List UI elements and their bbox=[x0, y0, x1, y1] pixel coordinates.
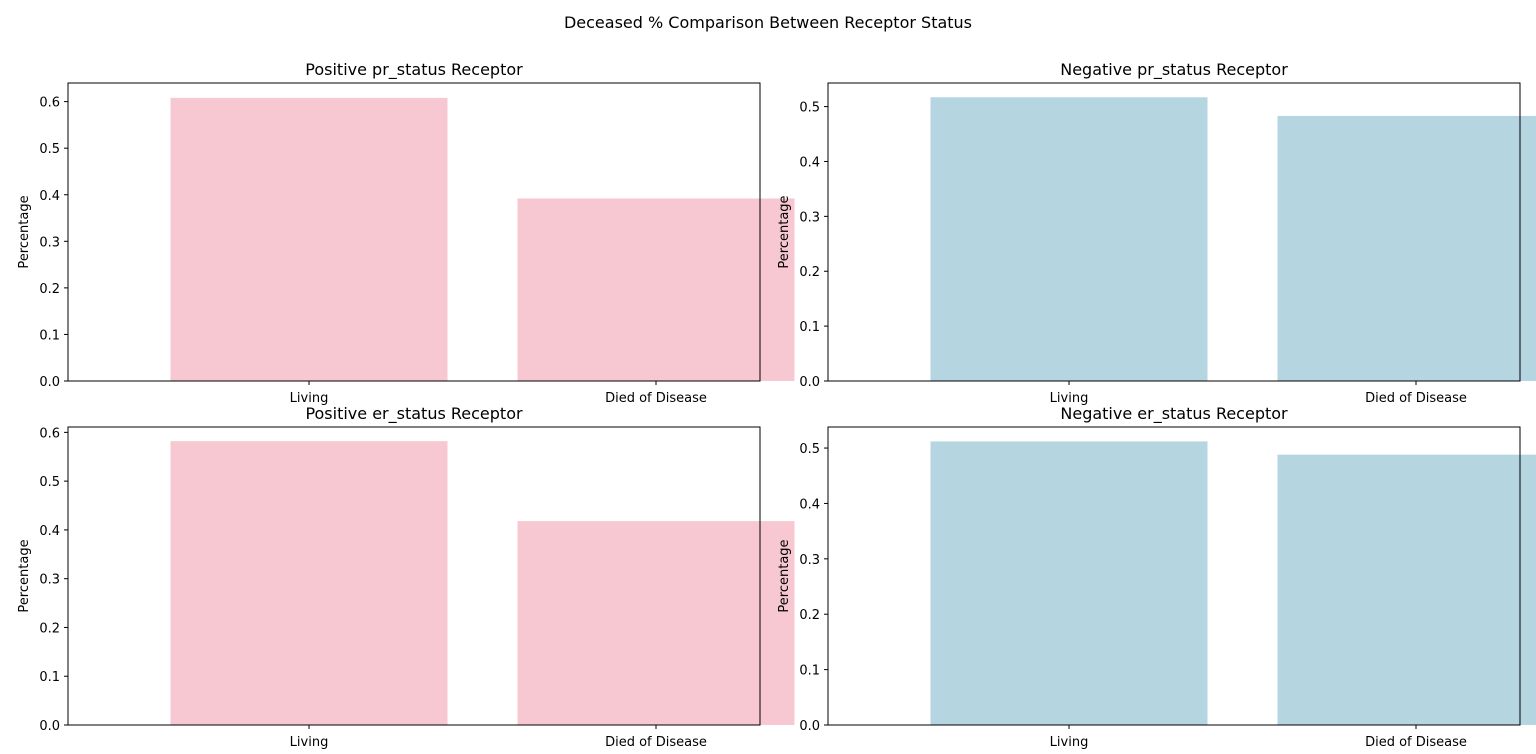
subplot-title: Positive er_status Receptor bbox=[305, 404, 523, 424]
y-tick-label: 0.4 bbox=[799, 497, 820, 512]
subplot-2: 0.0 0.1 0.2 0.3 0.4 0.5 Living Died of Disease N… bbox=[777, 60, 1536, 406]
subplot-3: 0.0 0.1 0.2 0.3 0.4 0.5 0.6 Living Died of Disea… bbox=[17, 404, 795, 750]
y-axis-label: Percentage bbox=[17, 195, 32, 268]
x-tick-label: Living bbox=[290, 735, 329, 750]
subplot-grid: 0.0 0.1 0.2 0.3 0.4 0.5 0.6 Living Died of Disea… bbox=[17, 60, 1536, 750]
bar-living bbox=[170, 97, 448, 382]
y-tick-label: 0.4 bbox=[799, 155, 820, 170]
x-tick-label: Died of Disease bbox=[1365, 391, 1467, 406]
y-tick-label: 0.4 bbox=[39, 524, 60, 539]
y-axis-label: Percentage bbox=[777, 539, 792, 612]
subplot-4: 0.0 0.1 0.2 0.3 0.4 0.5 Living Died of Disease N… bbox=[777, 404, 1536, 750]
bar-died-of-disease bbox=[517, 198, 795, 381]
x-tick-label: Died of Disease bbox=[1365, 735, 1467, 750]
bar-living bbox=[930, 441, 1208, 725]
bar-died-of-disease bbox=[517, 521, 795, 725]
y-axis-label: Percentage bbox=[777, 195, 792, 268]
y-tick-label: 0.2 bbox=[799, 608, 820, 623]
y-tick-label: 0.3 bbox=[799, 210, 820, 225]
y-tick-label: 0.4 bbox=[39, 189, 60, 204]
subplot-title: Negative er_status Receptor bbox=[1060, 404, 1288, 424]
y-tick-label: 0.1 bbox=[39, 670, 60, 685]
x-tick-label: Living bbox=[1050, 735, 1089, 750]
axes-frame bbox=[827, 426, 1521, 726]
y-tick-label: 0.2 bbox=[39, 621, 60, 636]
x-tick-label: Living bbox=[1050, 391, 1089, 406]
y-tick-label: 0.0 bbox=[799, 719, 820, 734]
y-tick-label: 0.5 bbox=[39, 142, 60, 157]
axes-frame bbox=[67, 82, 761, 382]
y-tick-label: 0.0 bbox=[799, 375, 820, 390]
subplot-title: Positive pr_status Receptor bbox=[305, 60, 523, 80]
bar-died-of-disease bbox=[1277, 115, 1536, 382]
y-tick-label: 0.3 bbox=[39, 573, 60, 588]
y-tick-label: 0.3 bbox=[39, 235, 60, 250]
x-tick-label: Living bbox=[290, 391, 329, 406]
y-tick-label: 0.2 bbox=[39, 282, 60, 297]
bar-died-of-disease bbox=[1277, 454, 1536, 725]
y-tick-label: 0.5 bbox=[799, 442, 820, 457]
y-tick-label: 0.3 bbox=[799, 553, 820, 568]
y-tick-label: 0.5 bbox=[799, 101, 820, 116]
axes-frame bbox=[67, 426, 761, 726]
x-tick-label: Died of Disease bbox=[605, 391, 707, 406]
y-tick-label: 0.2 bbox=[799, 265, 820, 280]
subplot-1: 0.0 0.1 0.2 0.3 0.4 0.5 0.6 Living Died of Disea… bbox=[17, 60, 795, 406]
y-tick-label: 0.6 bbox=[39, 96, 60, 111]
y-tick-label: 0.5 bbox=[39, 475, 60, 490]
bar-living bbox=[930, 97, 1208, 382]
axes-frame bbox=[827, 82, 1521, 382]
y-tick-label: 0.0 bbox=[39, 375, 60, 390]
y-tick-label: 0.6 bbox=[39, 426, 60, 441]
bar-living bbox=[170, 441, 448, 725]
x-tick-label: Died of Disease bbox=[605, 735, 707, 750]
subplot-title: Negative pr_status Receptor bbox=[1060, 60, 1288, 80]
y-tick-label: 0.1 bbox=[799, 320, 820, 335]
y-tick-label: 0.1 bbox=[799, 664, 820, 679]
y-tick-label: 0.1 bbox=[39, 328, 60, 343]
y-axis-label: Percentage bbox=[17, 539, 32, 612]
y-tick-label: 0.0 bbox=[39, 719, 60, 734]
figure-title: Deceased % Comparison Between Receptor S… bbox=[564, 13, 972, 32]
